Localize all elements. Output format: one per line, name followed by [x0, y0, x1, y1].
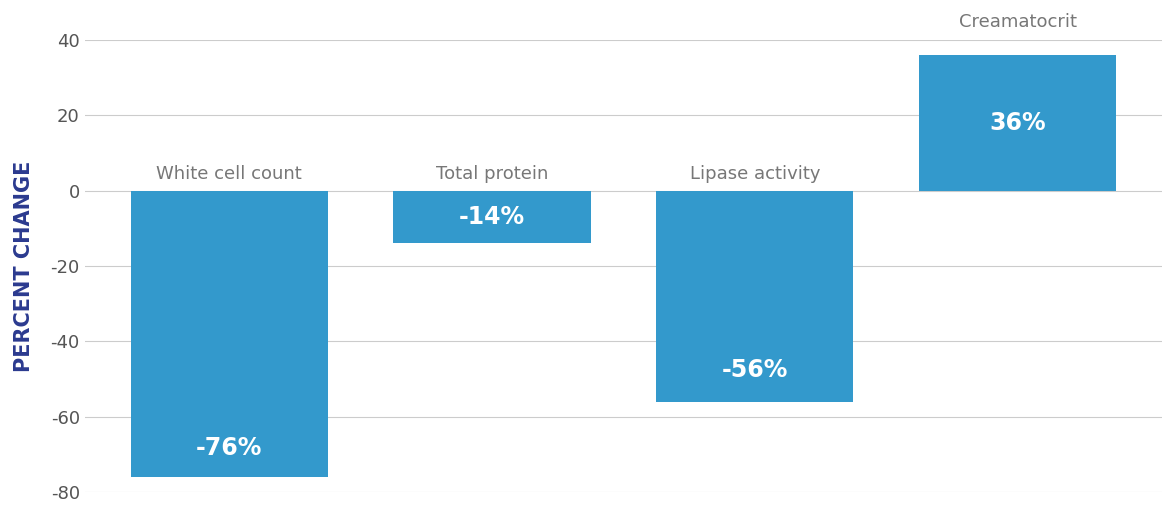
Bar: [918, 55, 1116, 191]
Text: -56%: -56%: [722, 358, 788, 382]
Bar: [394, 191, 590, 244]
Text: Total protein: Total protein: [436, 165, 548, 183]
Text: 36%: 36%: [989, 111, 1045, 135]
Y-axis label: PERCENT CHANGE: PERCENT CHANGE: [14, 160, 34, 372]
Text: White cell count: White cell count: [156, 165, 302, 183]
Text: -76%: -76%: [196, 436, 262, 461]
Bar: [131, 191, 328, 477]
Text: -14%: -14%: [459, 205, 524, 229]
Text: Lipase activity: Lipase activity: [689, 165, 820, 183]
Text: Creamatocrit: Creamatocrit: [958, 13, 1076, 31]
Bar: [656, 191, 854, 402]
